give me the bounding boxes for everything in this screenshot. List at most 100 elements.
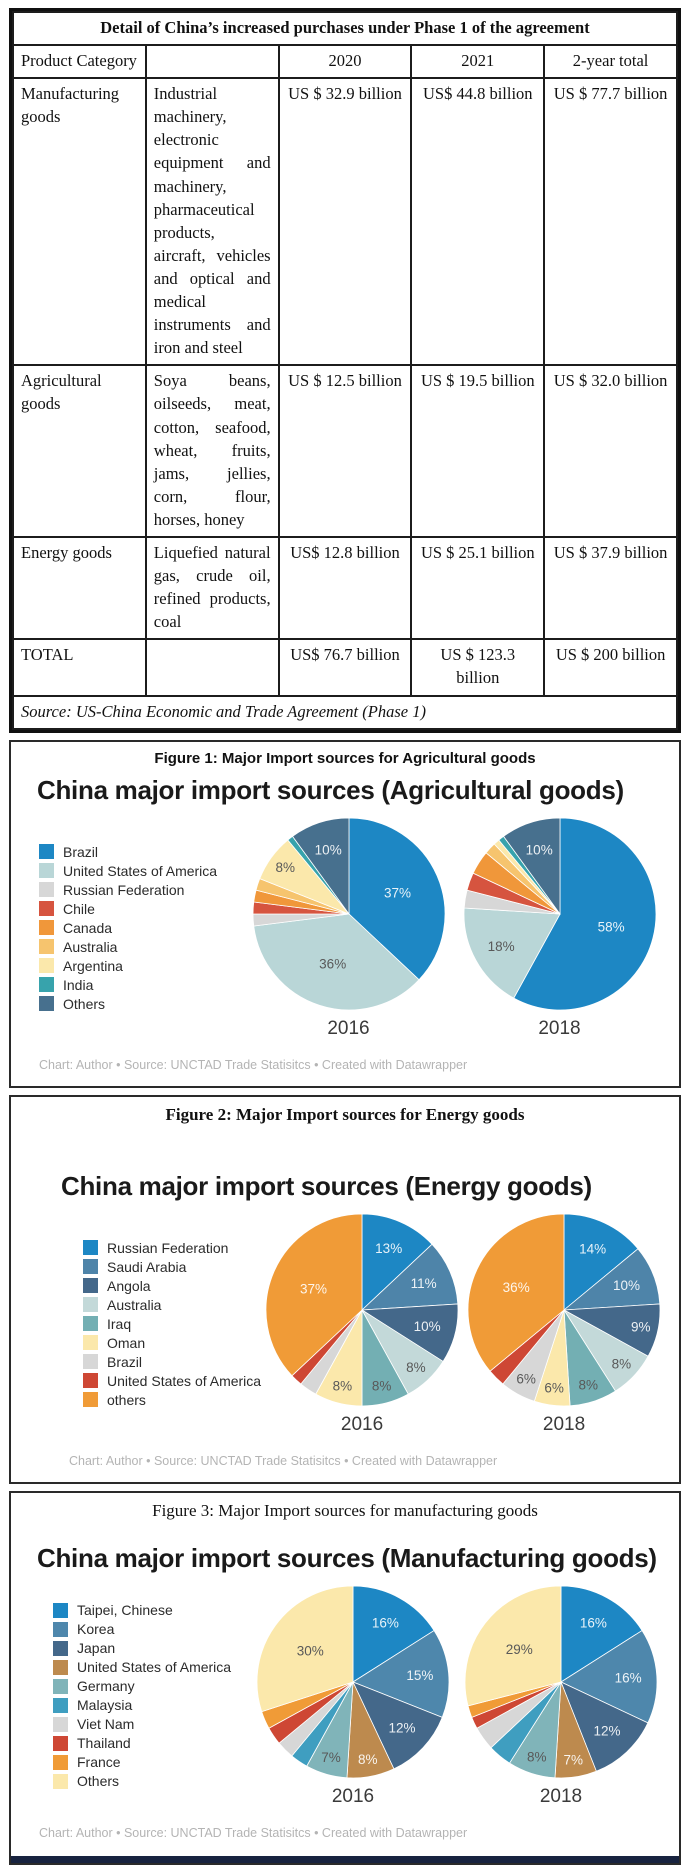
pie-slice-russian-federation: [361, 1213, 433, 1311]
year-label-2016: 2016: [331, 1785, 375, 1807]
legend-item: United States of America: [39, 863, 243, 879]
pie-slice-label: 58%: [597, 919, 624, 934]
header-2year-total: 2-year total: [543, 44, 678, 80]
legend-item: Korea: [53, 1621, 249, 1637]
chart-3-legend: Taipei, Chinese Korea Japan United States o…: [25, 1599, 249, 1792]
legend-swatch: [83, 1392, 98, 1408]
figure-1-chart: China major import sources (Agricultural…: [11, 771, 679, 1086]
pie-slice-label: 8%: [275, 860, 295, 875]
legend-swatch: [53, 1640, 68, 1656]
pie-slice-label: 7%: [321, 1750, 341, 1765]
table-header-row: Product Category 2020 2021 2-year total: [12, 44, 678, 80]
legend-label: India: [63, 976, 94, 993]
pie-slice-brazil: [512, 817, 656, 1011]
legend-item: others: [83, 1392, 261, 1408]
table-row-manufacturing: Manufacturing goods Industrial machinery…: [12, 77, 678, 367]
legend-swatch: [39, 882, 54, 898]
legend-item: Others: [39, 996, 243, 1012]
pie-slice-label: 6%: [544, 1380, 564, 1395]
cell-total: US $ 77.7 billion: [543, 77, 678, 367]
cell-description: Liquefied natural gas, crude oil, refine…: [144, 535, 280, 641]
table-title-row: Detail of China’s increased purchases un…: [12, 10, 678, 47]
legend-swatch: [53, 1602, 68, 1618]
pie-slice-label: 8%: [372, 1378, 392, 1393]
pie-slice-label: 10%: [414, 1319, 441, 1334]
chart-1-footer: Chart: Author • Source: UNCTAD Trade Sta…: [39, 1057, 468, 1072]
pie-slice-label: 10%: [314, 842, 341, 857]
legend-item: Angola: [83, 1278, 261, 1294]
pie-slice-russian-federation: [563, 1213, 639, 1311]
header-2021: 2021: [410, 44, 546, 80]
pie-slice-label: 37%: [300, 1281, 327, 1296]
figure-2-caption: Figure 2: Major Import sources for Energ…: [165, 1104, 525, 1124]
year-label-2018: 2018: [542, 1413, 586, 1435]
header-description: [144, 44, 280, 80]
legend-item: Chile: [39, 901, 243, 917]
legend-swatch: [83, 1316, 98, 1332]
legend-label: Thailand: [77, 1735, 131, 1752]
table-source: Source: US-China Economic and Trade Agre…: [12, 694, 678, 730]
pie-slice-label: 7%: [564, 1752, 584, 1767]
pie-slice-label: 10%: [613, 1277, 640, 1292]
legend-label: Russian Federation: [63, 881, 185, 898]
pie-slice-label: 18%: [487, 939, 514, 954]
pie-slice-label: 6%: [516, 1371, 536, 1386]
chart-3-footer: Chart: Author • Source: UNCTAD Trade Sta…: [39, 1825, 468, 1840]
cell-total: US $ 37.9 billion: [543, 535, 678, 641]
legend-item: Argentina: [39, 958, 243, 974]
legend-swatch: [53, 1621, 68, 1637]
pie-slice-label: 11%: [411, 1275, 437, 1290]
cell-2020: US$ 12.8 billion: [277, 535, 413, 641]
pie-slice-others: [502, 817, 560, 915]
legend-swatch: [83, 1354, 98, 1370]
legend-item: Australia: [83, 1297, 261, 1313]
purchases-table: Detail of China’s increased purchases un…: [12, 10, 678, 730]
pie-slice-label: 8%: [527, 1749, 547, 1764]
cell-2021: US $ 123.3 billion: [410, 638, 546, 697]
pie-slice-label: 8%: [358, 1751, 378, 1766]
legend-label: Germany: [77, 1678, 135, 1695]
legend-swatch: [83, 1240, 98, 1256]
cell-description: [144, 638, 280, 697]
chart-3-title: China major import sources (Manufacturin…: [37, 1542, 657, 1573]
legend-swatch: [39, 996, 54, 1012]
legend-label: Others: [63, 995, 106, 1012]
legend-item: Taipei, Chinese: [53, 1602, 249, 1618]
legend-label: France: [77, 1754, 121, 1771]
pie-energy-2016: 13% 11% 10% 8% 8% 8% 37%: [264, 1212, 460, 1408]
legend-swatch: [53, 1773, 68, 1789]
table-row-energy: Energy goods Liquefied natural gas, crud…: [12, 535, 678, 641]
legend-label: Viet Nam: [77, 1716, 135, 1733]
legend-swatch: [83, 1335, 98, 1351]
legend-swatch: [39, 939, 54, 955]
pie-slice-label: 8%: [579, 1377, 599, 1392]
pie-slice-label: 29%: [506, 1642, 533, 1657]
pie-slice-united-states-of-america: [252, 913, 420, 1011]
legend-label: Russian Federation: [107, 1239, 229, 1256]
cell-2020: US $ 32.9 billion: [277, 77, 413, 367]
chart-1-legend: Brazil United States of America Russian Fe…: [25, 841, 243, 1015]
legend-swatch: [39, 958, 54, 974]
legend-swatch: [53, 1735, 68, 1751]
pie-slice-label: 36%: [503, 1280, 530, 1295]
legend-item: United States of America: [53, 1659, 249, 1675]
pie-manufacturing-2018: 16% 16% 12% 7% 8% 29%: [463, 1584, 659, 1780]
chart-2-footer: Chart: Author • Source: UNCTAD Trade Sta…: [69, 1453, 498, 1468]
legend-label: Chile: [63, 900, 95, 917]
figure-3-caption: Figure 3: Major Import sources for manuf…: [152, 1500, 538, 1520]
legend-item: United States of America: [83, 1373, 261, 1389]
legend-label: Others: [77, 1773, 120, 1790]
legend-item: Viet Nam: [53, 1716, 249, 1732]
legend-label: Taipei, Chinese: [77, 1602, 173, 1619]
legend-label: Korea: [77, 1621, 115, 1638]
cell-total: US $ 200 billion: [543, 638, 678, 697]
pie-slice-label: 9%: [631, 1319, 651, 1334]
cell-category: Agricultural goods: [12, 364, 147, 538]
pie-slice-label: 14%: [579, 1241, 606, 1256]
legend-item: Thailand: [53, 1735, 249, 1751]
cell-description: Industrial machinery, electronic equipme…: [144, 77, 280, 367]
legend-item: Russian Federation: [39, 882, 243, 898]
legend-item: Russian Federation: [83, 1240, 261, 1256]
year-label-2016: 2016: [327, 1017, 370, 1039]
